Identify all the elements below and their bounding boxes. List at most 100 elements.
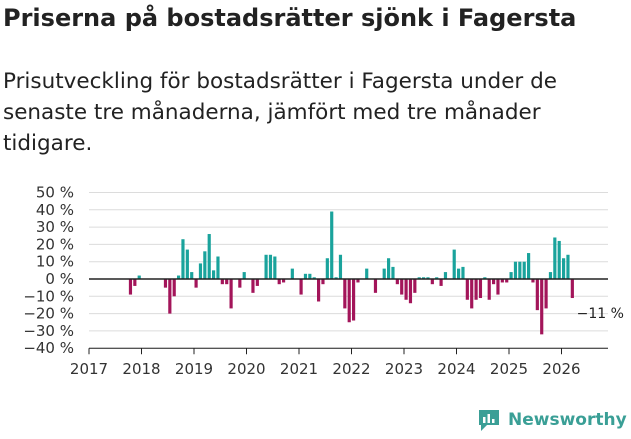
bar <box>216 256 220 279</box>
bar <box>570 279 574 299</box>
bar <box>417 277 421 279</box>
y-axis-ticks: 50 %40 %30 %20 %10 %0 %−10 %−20 %−30 %−4… <box>23 184 74 358</box>
bar <box>465 279 469 300</box>
bar <box>391 266 395 279</box>
bar <box>443 272 448 279</box>
bar <box>527 253 531 279</box>
bar <box>177 275 181 279</box>
bar <box>212 270 216 279</box>
bar <box>522 261 526 279</box>
bar <box>321 279 325 285</box>
last-value-label: −11 % <box>577 306 624 322</box>
bar <box>229 279 233 309</box>
x-tick-label: 2023 <box>385 360 423 378</box>
bar <box>325 258 329 279</box>
bar <box>264 254 268 279</box>
bar <box>137 275 141 279</box>
x-tick-label: 2019 <box>175 360 213 378</box>
bar <box>303 273 308 279</box>
newsworthy-icon <box>479 410 499 431</box>
bar <box>238 279 242 288</box>
bar <box>566 254 570 279</box>
bar <box>483 277 487 279</box>
bar <box>426 277 430 279</box>
bar <box>395 279 399 285</box>
x-tick-label: 2022 <box>332 360 370 378</box>
bar <box>343 279 347 309</box>
x-tick-label: 2025 <box>490 360 528 378</box>
bar <box>487 279 491 300</box>
annotations: −11 % <box>577 306 624 322</box>
bar <box>557 240 561 279</box>
bar <box>470 279 474 309</box>
bar <box>562 258 566 279</box>
x-tick-label: 2026 <box>542 360 580 378</box>
bar <box>299 279 303 295</box>
x-axis: 2017 2018 2019 2020 2021 2022 2023 2024 2025 2026 <box>70 347 608 378</box>
bar <box>308 273 312 279</box>
bar <box>203 251 207 279</box>
bar <box>133 279 137 286</box>
chart-title: Priserna på bostadsrätter sjönk i Fagers… <box>3 4 577 32</box>
bar <box>225 279 229 285</box>
bar <box>452 249 456 279</box>
bar <box>334 277 338 279</box>
bar <box>422 277 426 279</box>
bar <box>400 279 404 295</box>
bar <box>382 268 386 279</box>
bar <box>496 279 500 295</box>
bar <box>461 266 465 279</box>
bar <box>181 239 185 279</box>
bar <box>553 237 557 279</box>
bar <box>365 268 369 279</box>
bar <box>290 268 294 279</box>
x-tick-label: 2021 <box>280 360 318 378</box>
x-tick-label: 2017 <box>70 360 108 378</box>
bar <box>317 279 321 302</box>
bar <box>478 279 483 299</box>
bar <box>439 279 443 286</box>
bar <box>535 279 539 311</box>
bar <box>163 279 168 288</box>
x-tick-label: 2018 <box>122 360 160 378</box>
bar <box>330 211 334 279</box>
y-tick-label: 20 % <box>36 235 74 253</box>
y-tick-label: −20 % <box>23 305 74 323</box>
x-tick-label: 2024 <box>437 360 475 378</box>
bar <box>548 272 553 279</box>
bar <box>338 254 343 279</box>
y-tick-label: −30 % <box>23 322 74 340</box>
bar <box>413 279 417 293</box>
x-tick-label: 2020 <box>227 360 265 378</box>
bar <box>128 279 133 295</box>
newsworthy-logo[interactable]: Newsworthy <box>476 407 627 433</box>
bar <box>540 279 544 335</box>
bar <box>207 234 211 279</box>
y-tick-label: 50 % <box>36 184 74 202</box>
chart-subtitle: Prisutveckling för bostadsrätter i Fager… <box>3 69 557 156</box>
bar <box>356 279 360 283</box>
brand-name: Newsworthy <box>508 410 627 430</box>
bar <box>513 261 518 279</box>
bar <box>273 256 277 279</box>
y-tick-label: −10 % <box>23 287 74 305</box>
bar <box>457 268 461 279</box>
bar <box>220 279 224 285</box>
bar <box>198 263 203 279</box>
bar <box>500 279 504 283</box>
bar <box>255 279 259 286</box>
bar <box>435 277 439 279</box>
bar <box>251 279 255 293</box>
bar <box>242 272 246 279</box>
bar <box>268 254 273 279</box>
bar <box>168 279 172 314</box>
bar <box>518 261 522 279</box>
bar <box>352 279 356 321</box>
bar <box>312 277 316 279</box>
bar <box>474 279 478 300</box>
bar <box>404 279 408 300</box>
bars <box>128 211 574 335</box>
bar <box>282 279 286 283</box>
y-tick-label: 40 % <box>36 201 74 219</box>
